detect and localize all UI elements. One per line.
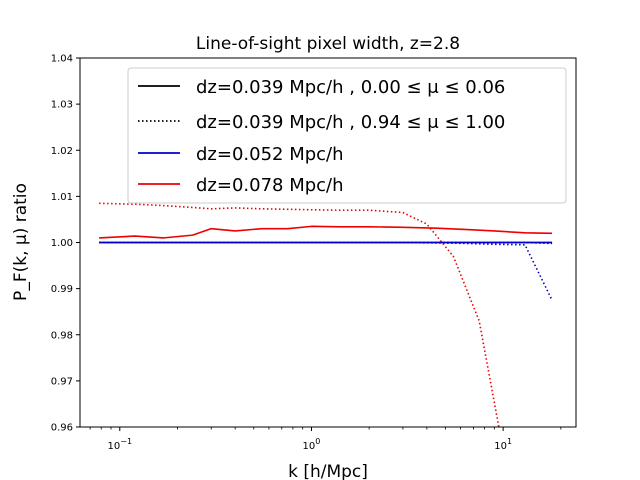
x-axis-label: k [h/Mpc] — [288, 462, 368, 480]
y-tick-label-7: 1.03 — [51, 100, 73, 111]
y-tick-label-8: 1.04 — [51, 54, 73, 65]
legend-label-1: dz=0.039 Mpc/h , 0.94 ≤ μ ≤ 1.00 — [196, 112, 505, 133]
legend-label-3: dz=0.078 Mpc/h — [196, 175, 344, 196]
y-axis-label: P_F(k, μ) ratio — [11, 183, 31, 301]
legend-box — [127, 67, 567, 204]
y-tick-label-5: 1.01 — [51, 192, 73, 203]
y-tick-label-6: 1.02 — [51, 146, 73, 157]
x-tick-label-0: 10−1 — [108, 437, 133, 452]
series-layer — [99, 202, 553, 427]
y-tick-label-0: 0.96 — [51, 423, 73, 434]
x-tick-label-1: 100 — [303, 437, 321, 452]
x-tick-label-2: 101 — [494, 437, 512, 452]
ticks-layer: 0.96 0.97 0.98 0.99 1.00 1.01 1.02 1.03 1.04 10−1… — [51, 54, 562, 452]
y-tick-label-1: 0.97 — [51, 376, 73, 387]
series-line-3 — [99, 241, 553, 301]
series-line-4 — [99, 225, 553, 239]
series-line-5 — [99, 202, 500, 427]
chart-title: Line-of-sight pixel width, z=2.8 — [196, 34, 460, 54]
legend: dz=0.039 Mpc/h , 0.00 ≤ μ ≤ 0.06 dz=0.03… — [127, 67, 567, 204]
legend-label-0: dz=0.039 Mpc/h , 0.00 ≤ μ ≤ 0.06 — [196, 77, 505, 98]
y-tick-label-3: 0.99 — [51, 284, 73, 295]
y-tick-label-4: 1.00 — [51, 238, 73, 249]
y-tick-label-2: 0.98 — [51, 330, 73, 341]
legend-label-2: dz=0.052 Mpc/h — [196, 144, 344, 165]
